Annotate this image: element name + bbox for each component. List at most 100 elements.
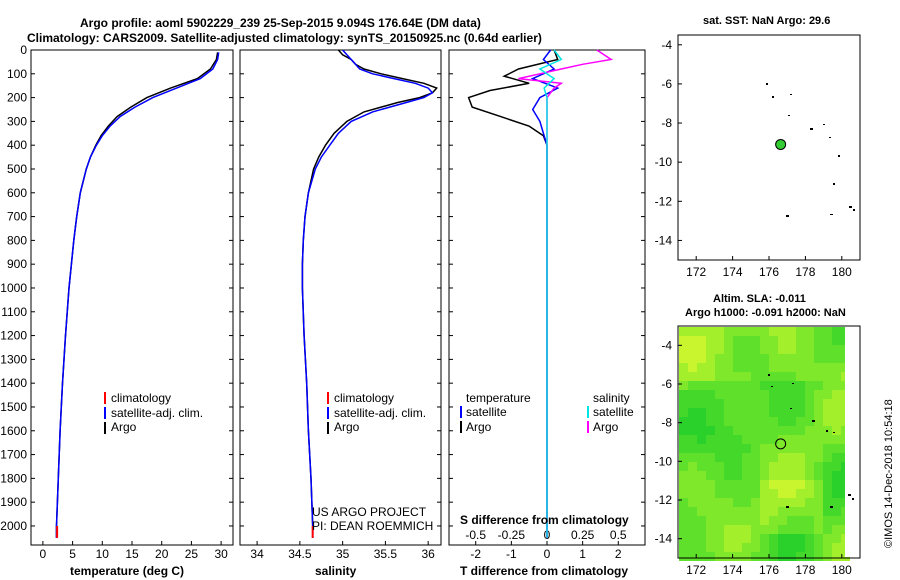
sla-cell xyxy=(832,372,841,381)
sla-cell xyxy=(796,354,805,363)
t-satellite-difference-line xyxy=(530,49,560,538)
sla-lat-label: -10 xyxy=(655,454,673,468)
sst-lon-label: 172 xyxy=(686,265,706,279)
sla-cell xyxy=(688,372,697,381)
sla-cell xyxy=(688,444,697,453)
sla-cell xyxy=(787,444,796,453)
sla-cell xyxy=(769,381,778,390)
sla-cell xyxy=(796,336,805,345)
sla-cell xyxy=(760,444,769,453)
sla-cell xyxy=(805,480,814,489)
depth-tick-label: 1300 xyxy=(0,352,27,366)
sla-cell xyxy=(688,363,697,372)
sla-cell xyxy=(796,363,805,372)
sla-cell xyxy=(769,354,778,363)
sla-cell xyxy=(814,489,823,498)
sla-cell xyxy=(778,399,787,408)
depth-tick-label: 1600 xyxy=(0,424,27,438)
sla-cell xyxy=(814,381,823,390)
sla-cell xyxy=(760,354,769,363)
sla-cell xyxy=(715,498,724,507)
t-difference-tick-label: 1 xyxy=(579,547,586,561)
sla-cell xyxy=(787,336,796,345)
sla-cell xyxy=(679,543,688,552)
sla-cell xyxy=(724,426,733,435)
sla-cell xyxy=(823,390,832,399)
sla-map-title-1: Altim. SLA: -0.011 xyxy=(713,293,806,305)
depth-tick-label: 900 xyxy=(7,257,27,271)
sla-cell xyxy=(769,399,778,408)
sla-cell xyxy=(832,552,841,561)
sla-cell xyxy=(823,525,832,534)
sla-cell xyxy=(706,363,715,372)
sla-cell xyxy=(769,426,778,435)
sla-cell xyxy=(733,471,742,480)
sla-cell xyxy=(769,489,778,498)
sla-cell xyxy=(805,408,814,417)
sla-cell xyxy=(742,408,751,417)
sst-lat-label: -14 xyxy=(655,233,673,247)
sla-cell xyxy=(787,426,796,435)
sla-cell xyxy=(751,489,760,498)
salinity-tick-label: 35.5 xyxy=(374,547,398,561)
timestamp: ©IMOS 14-Dec-2018 10:54:18 xyxy=(883,399,895,548)
sla-cell xyxy=(733,498,742,507)
sla-cell xyxy=(733,354,742,363)
sla-cell xyxy=(760,534,769,543)
sla-cell xyxy=(742,516,751,525)
salinity-tick-label: 34 xyxy=(250,547,264,561)
sla-cell xyxy=(688,399,697,408)
sla-cell xyxy=(715,435,724,444)
sla-cell xyxy=(688,435,697,444)
sla-cell xyxy=(724,444,733,453)
sla-cell xyxy=(805,381,814,390)
sla-cell xyxy=(778,507,787,516)
sla-cell xyxy=(805,354,814,363)
sla-cell xyxy=(706,390,715,399)
salinity-tick-label: 34.5 xyxy=(288,547,312,561)
sla-cell xyxy=(823,552,832,561)
sla-cell xyxy=(787,552,796,561)
sla-cell xyxy=(769,417,778,426)
sla-cell xyxy=(742,417,751,426)
s-difference-tick-label: -0.5 xyxy=(465,528,486,542)
difference-series xyxy=(467,49,614,538)
satellite-salinity-line xyxy=(301,49,434,538)
sla-cell xyxy=(814,417,823,426)
sla-cell xyxy=(688,354,697,363)
sla-cell xyxy=(832,363,841,372)
sla-cell xyxy=(796,453,805,462)
sla-cell xyxy=(715,336,724,345)
sla-cell xyxy=(742,543,751,552)
sla-cell xyxy=(706,489,715,498)
temperature-tick-label: 10 xyxy=(96,547,110,561)
sla-cell xyxy=(814,507,823,516)
depth-tick-label: 1100 xyxy=(1,305,27,319)
sla-cell xyxy=(814,444,823,453)
sla-cell xyxy=(733,426,742,435)
sla-cell xyxy=(778,390,787,399)
salinity-tick-label: 35 xyxy=(336,547,350,561)
sla-cell xyxy=(706,354,715,363)
sla-cell xyxy=(697,399,706,408)
sla-cell xyxy=(733,399,742,408)
sla-cell xyxy=(769,327,778,336)
sla-cell xyxy=(688,417,697,426)
sla-cell xyxy=(778,426,787,435)
sla-cell xyxy=(832,453,841,462)
depth-tick-label: 300 xyxy=(7,114,27,128)
sla-cell xyxy=(778,480,787,489)
sla-cell xyxy=(697,516,706,525)
sla-cell xyxy=(706,399,715,408)
sla-cell xyxy=(742,498,751,507)
sla-cell xyxy=(778,525,787,534)
sla-cell xyxy=(697,552,706,561)
temperature-tick-label: 25 xyxy=(185,547,199,561)
sla-cell xyxy=(814,408,823,417)
sla-cell xyxy=(679,426,688,435)
sla-cell xyxy=(697,489,706,498)
sst-lat-label: -10 xyxy=(655,155,673,169)
sla-cell xyxy=(814,516,823,525)
sla-cell xyxy=(814,426,823,435)
sla-cell xyxy=(787,534,796,543)
